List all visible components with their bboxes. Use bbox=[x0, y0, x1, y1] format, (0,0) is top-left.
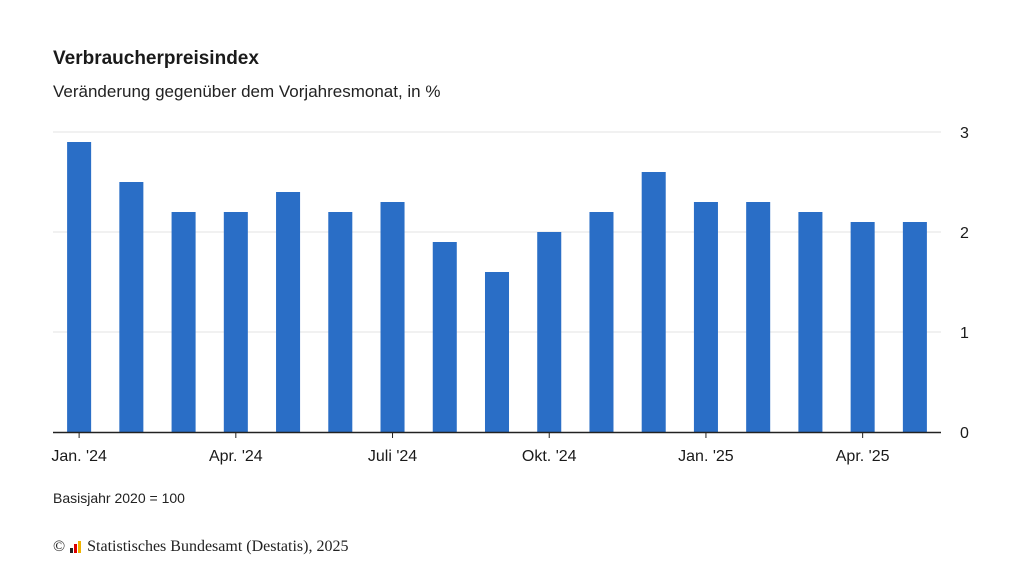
bar bbox=[589, 212, 614, 432]
x-tick-label: Apr. '24 bbox=[209, 448, 263, 465]
chart-subtitle: Veränderung gegenüber dem Vorjahresmonat… bbox=[53, 82, 441, 101]
bar bbox=[328, 212, 353, 432]
y-tick-label: 3 bbox=[960, 125, 969, 142]
bar bbox=[902, 222, 927, 432]
bar bbox=[641, 172, 666, 432]
source-text: Statistisches Bundesamt (Destatis), 2025 bbox=[87, 538, 349, 555]
copyright-symbol: © bbox=[53, 538, 66, 555]
bar bbox=[432, 242, 457, 432]
base-year-note: Basisjahr 2020 = 100 bbox=[53, 490, 185, 506]
bar bbox=[798, 212, 823, 432]
y-tick-label: 0 bbox=[960, 425, 969, 442]
bar bbox=[693, 202, 718, 432]
bar bbox=[380, 202, 405, 432]
x-tick-label: Jan. '25 bbox=[678, 448, 734, 465]
y-tick-label: 1 bbox=[960, 325, 969, 342]
bar bbox=[850, 222, 875, 432]
bar bbox=[223, 212, 248, 432]
y-tick-label: 2 bbox=[960, 225, 969, 242]
source-line: © Statistisches Bundesamt (Destatis), 20… bbox=[53, 538, 348, 556]
bar bbox=[67, 142, 92, 432]
bar bbox=[746, 202, 771, 432]
x-tick-label: Juli '24 bbox=[368, 448, 417, 465]
bar bbox=[276, 192, 301, 432]
x-tick-label: Apr. '25 bbox=[836, 448, 890, 465]
x-tick-label: Jan. '24 bbox=[51, 448, 107, 465]
bar bbox=[484, 272, 510, 432]
bar bbox=[537, 232, 562, 432]
destatis-logo-icon bbox=[69, 540, 83, 554]
bar bbox=[171, 212, 196, 432]
chart-title: Verbraucherpreisindex bbox=[53, 48, 259, 69]
x-tick-label: Okt. '24 bbox=[522, 448, 577, 465]
bar bbox=[119, 182, 144, 432]
